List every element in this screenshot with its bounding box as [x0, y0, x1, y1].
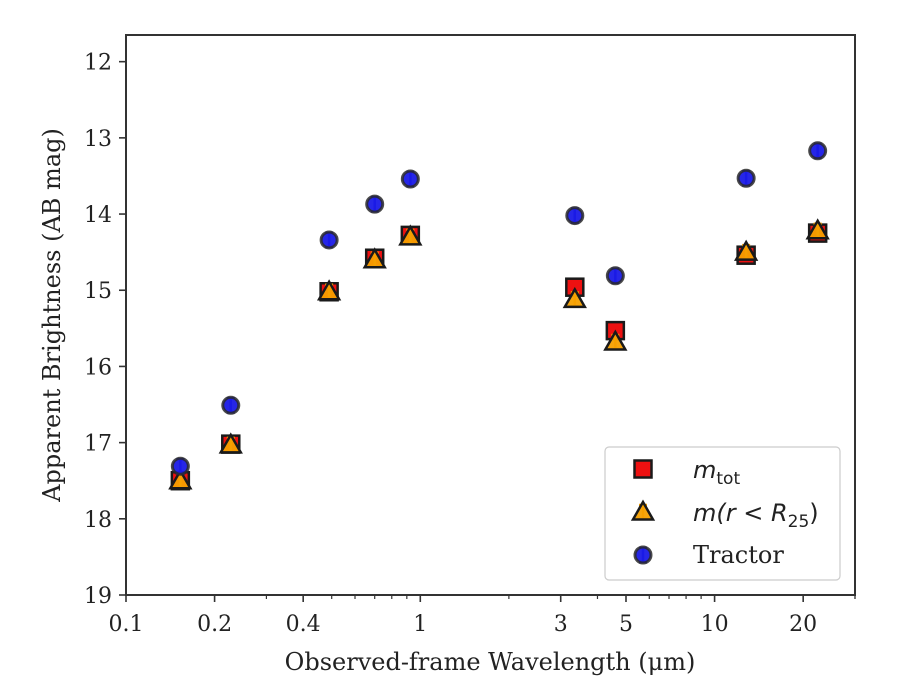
x-tick-label: 5 — [619, 612, 633, 637]
point-triangle — [362, 247, 387, 269]
point-triangle — [168, 468, 193, 490]
point-circle — [808, 141, 828, 161]
y-tick-label: 12 — [84, 51, 112, 76]
y-axis-label: Apparent Brightness (AB mag) — [38, 128, 66, 503]
x-tick-label: 3 — [554, 612, 568, 637]
legend-marker-square — [633, 459, 653, 479]
point-triangle — [805, 218, 830, 240]
point-circle — [605, 266, 625, 286]
x-tick-label: 1 — [413, 612, 427, 637]
x-tick-label: 0.2 — [197, 612, 232, 637]
legend: mtot m(r < R25) Tractor — [604, 446, 841, 581]
x-axis-ticks: 0.1 0.2 0.4 1 3 5 10 20 — [109, 595, 856, 637]
point-circle — [221, 395, 241, 415]
legend-symbol-mtot — [633, 459, 653, 479]
legend-mr-close: ) — [809, 499, 818, 527]
legend-label-mr25: m(r < R25) — [693, 499, 819, 532]
x-tick-label: 0.1 — [109, 612, 144, 637]
point-triangle — [562, 286, 587, 309]
x-tick-label: 0.4 — [286, 612, 321, 637]
legend-marker-triangle — [630, 499, 656, 521]
x-tick-label: 10 — [701, 612, 729, 637]
point-circle — [736, 168, 756, 188]
legend-label-tractor: Tractor — [693, 541, 784, 569]
legend-mr-main: m(r < R — [693, 499, 788, 527]
y-tick-label: 14 — [84, 203, 112, 228]
legend-symbol-tractor — [633, 545, 653, 565]
point-triangle — [733, 239, 759, 261]
point-circle — [565, 206, 585, 226]
series-triangle — [168, 218, 830, 490]
y-tick-label: 16 — [84, 355, 112, 380]
point-circle — [170, 456, 190, 476]
point-circle — [319, 230, 339, 250]
point-triangle — [398, 224, 423, 246]
legend-symbol-mr25 — [630, 499, 656, 521]
legend-frame — [604, 446, 841, 581]
y-tick-label: 15 — [84, 279, 112, 304]
y-tick-label: 17 — [84, 432, 112, 457]
plot-frame — [125, 34, 856, 596]
y-tick-label: 18 — [84, 508, 112, 533]
data-marks — [168, 141, 830, 491]
y-tick-label: 19 — [84, 584, 112, 609]
point-triangle — [603, 329, 628, 351]
y-axis-ticks: 12 13 14 15 16 17 18 19 — [84, 51, 126, 609]
legend-label-mtot: mtot — [693, 456, 740, 489]
legend-mtot-main: m — [693, 456, 716, 484]
point-triangle — [316, 279, 342, 301]
y-tick-label: 13 — [84, 127, 112, 152]
point-circle — [365, 194, 385, 214]
x-axis-label: Observed-frame Wavelength (μm) — [285, 648, 696, 676]
legend-mr-sub: 25 — [788, 512, 810, 532]
series-circle — [170, 141, 828, 476]
point-triangle — [218, 432, 243, 454]
point-circle — [400, 169, 420, 189]
legend-marker-circle — [633, 545, 653, 565]
x-tick-label: 20 — [789, 612, 817, 637]
legend-mtot-sub: tot — [716, 469, 740, 489]
